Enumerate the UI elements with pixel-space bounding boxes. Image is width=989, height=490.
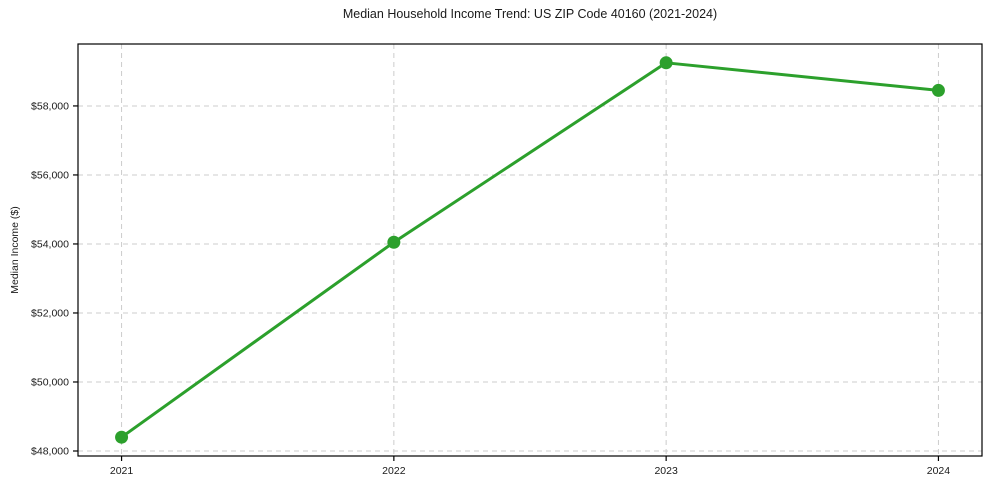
y-tick-label: $56,000 [31, 169, 69, 181]
y-tick-label: $54,000 [31, 238, 69, 250]
x-tick-label: 2021 [110, 465, 134, 477]
y-tick-label: $50,000 [31, 376, 69, 388]
y-tick-label: $48,000 [31, 445, 69, 457]
data-point-marker [659, 56, 673, 70]
data-point-marker [387, 235, 401, 249]
data-point-marker [115, 430, 129, 444]
y-tick-label: $58,000 [31, 100, 69, 112]
data-point-marker [931, 83, 945, 97]
chart-title: Median Household Income Trend: US ZIP Co… [342, 7, 718, 21]
x-tick-label: 2022 [382, 465, 406, 477]
y-tick-label: $52,000 [31, 307, 69, 319]
plot-border [77, 43, 983, 457]
x-tick-label: 2024 [927, 465, 951, 477]
x-tick-label: 2023 [654, 465, 678, 477]
income-trend-line [120, 61, 940, 439]
